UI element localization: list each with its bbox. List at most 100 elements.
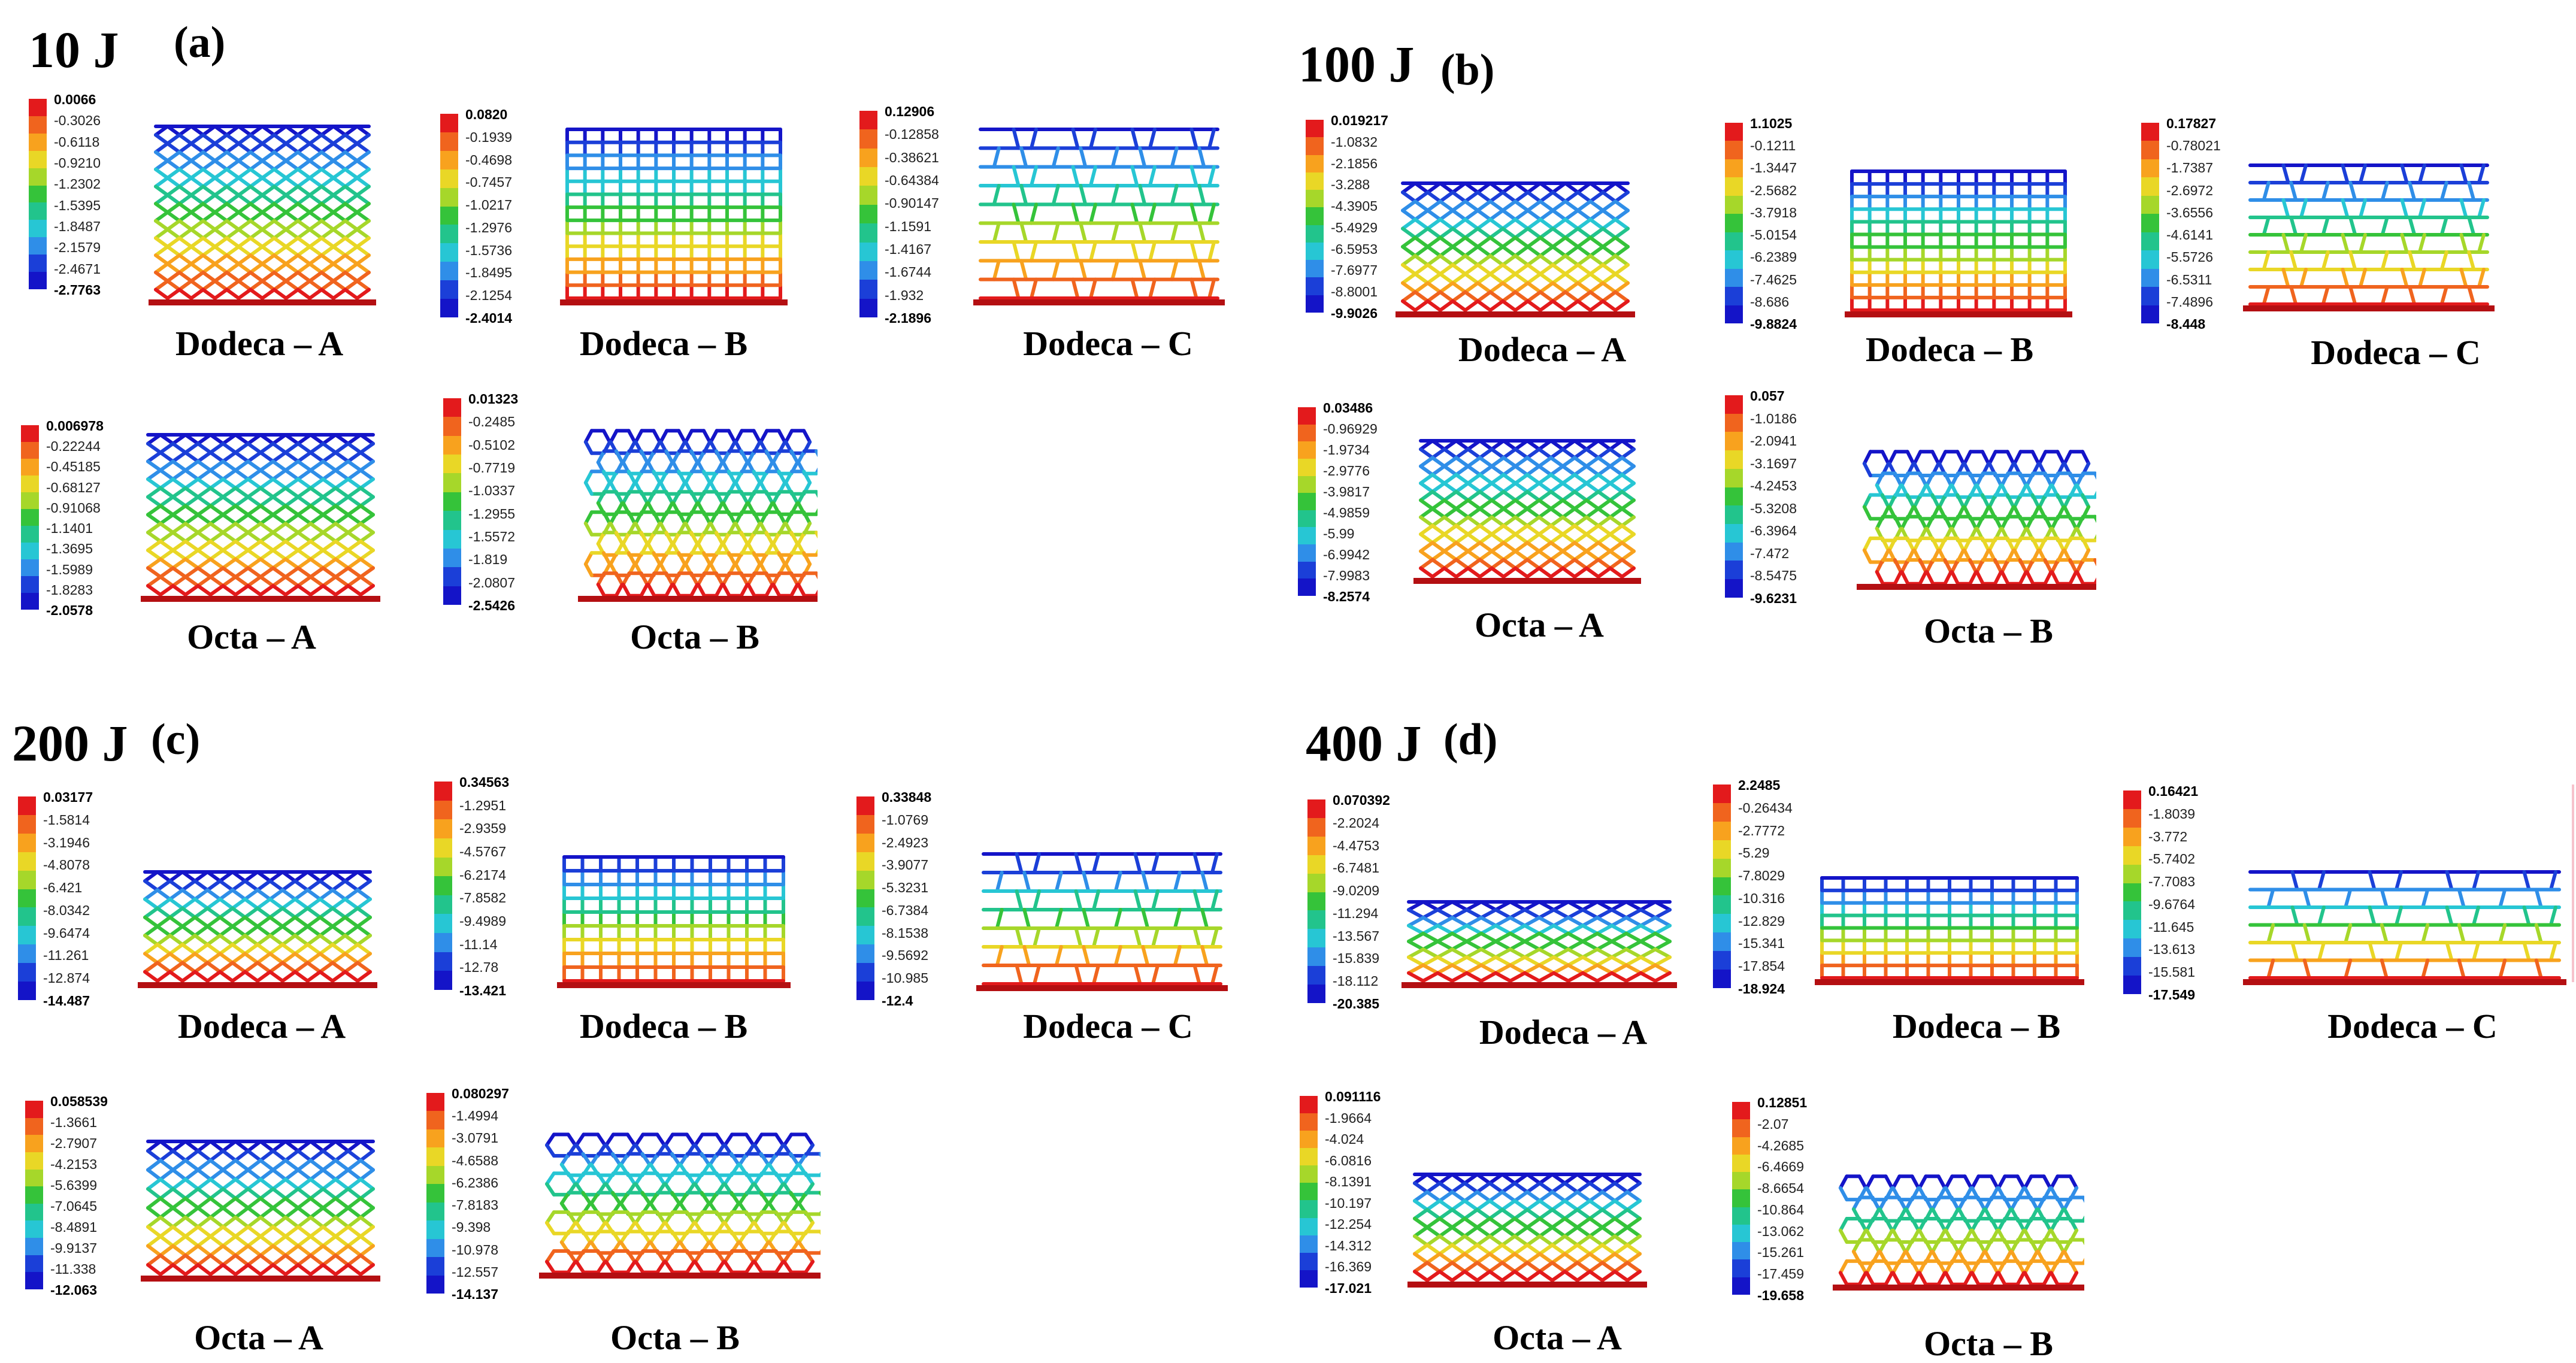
strut [235, 1265, 248, 1274]
strut [1153, 965, 1158, 984]
strut [2462, 269, 2466, 287]
strut [1568, 910, 1582, 917]
strut [308, 972, 320, 981]
strut [298, 213, 310, 221]
strut [207, 926, 220, 935]
strut [223, 1189, 235, 1198]
strut [1477, 1263, 1490, 1272]
strut [348, 515, 361, 524]
strut [1583, 926, 1597, 934]
structure-caption: Dodeca – B [1893, 1009, 2060, 1044]
legend-color-segment [856, 796, 874, 815]
strut [1602, 1271, 1615, 1280]
strut [191, 272, 203, 281]
lattice-render [141, 431, 380, 602]
strut [1540, 1254, 1552, 1263]
strut [357, 186, 369, 195]
strut [361, 497, 373, 506]
strut [1627, 1236, 1640, 1245]
legend-color-segment [2123, 883, 2141, 902]
strut [250, 221, 262, 229]
strut [261, 444, 273, 453]
strut [755, 1262, 762, 1273]
base-plate [141, 1276, 380, 1282]
legend-color-segment [1725, 505, 1743, 524]
strut [298, 1246, 311, 1255]
strut [1603, 301, 1615, 310]
legend-value: -1.2302 [54, 177, 101, 191]
strut [1440, 210, 1453, 219]
strut [298, 255, 310, 263]
legend-value: -5.7402 [2148, 852, 2195, 866]
strut [250, 247, 262, 255]
strut [215, 160, 227, 169]
base-plate [141, 596, 380, 602]
legend-color-segment [1725, 561, 1743, 579]
strut [348, 1151, 361, 1161]
strut [1212, 965, 1217, 984]
strut [335, 453, 348, 462]
strut [1539, 509, 1551, 517]
strut [1437, 949, 1452, 957]
strut [1590, 1201, 1602, 1210]
strut [1551, 551, 1563, 559]
legend-color-segment [443, 511, 461, 529]
strut [286, 290, 298, 298]
strut [270, 944, 283, 953]
strut [361, 568, 373, 577]
strut [1527, 551, 1539, 559]
strut [1528, 283, 1540, 292]
strut [361, 1265, 373, 1274]
strut [203, 186, 215, 195]
strut [210, 1255, 223, 1265]
strut [1599, 568, 1611, 577]
strut [250, 144, 262, 152]
strut [1440, 1236, 1452, 1245]
legend-value: -1.3661 [50, 1116, 97, 1129]
strut [1409, 965, 1423, 973]
legend-color-segment [443, 473, 461, 492]
strut [1615, 192, 1628, 201]
strut [1199, 261, 1204, 279]
strut [274, 178, 286, 186]
strut [2025, 1176, 2032, 1188]
strut [1465, 256, 1478, 265]
legend-color-segment [1300, 1200, 1318, 1217]
strut [238, 213, 250, 221]
strut [1599, 534, 1611, 543]
strut [2291, 183, 2296, 200]
strut [335, 1237, 348, 1246]
legend-color-segment [21, 509, 39, 526]
strut [1150, 204, 1155, 223]
lattice [567, 129, 780, 298]
strut [323, 479, 335, 488]
strut [2459, 890, 2464, 908]
strut [183, 899, 195, 908]
legend-color-segment [1307, 874, 1325, 892]
strut [210, 586, 223, 595]
strut [1480, 500, 1492, 508]
legend-value: -2.0807 [468, 576, 515, 590]
strut [361, 506, 373, 515]
base-plate [976, 985, 1228, 991]
strut [1113, 148, 1118, 166]
strut [198, 523, 211, 532]
strut [191, 204, 203, 212]
legend-value: -0.12858 [885, 128, 939, 141]
strut [298, 577, 311, 586]
strut [1553, 192, 1566, 201]
strut [1440, 1183, 1452, 1192]
strut [323, 541, 335, 550]
strut [1021, 186, 1026, 204]
strut [180, 135, 192, 143]
legend-color-segment [1725, 141, 1743, 159]
strut [238, 195, 250, 204]
strut [2423, 890, 2427, 908]
strut [1515, 449, 1527, 458]
legend-color-segment [1725, 232, 1743, 250]
strut [1080, 186, 1085, 204]
strut [191, 186, 203, 195]
strut [1490, 301, 1503, 310]
strut [2360, 165, 2365, 183]
strut [215, 195, 227, 204]
